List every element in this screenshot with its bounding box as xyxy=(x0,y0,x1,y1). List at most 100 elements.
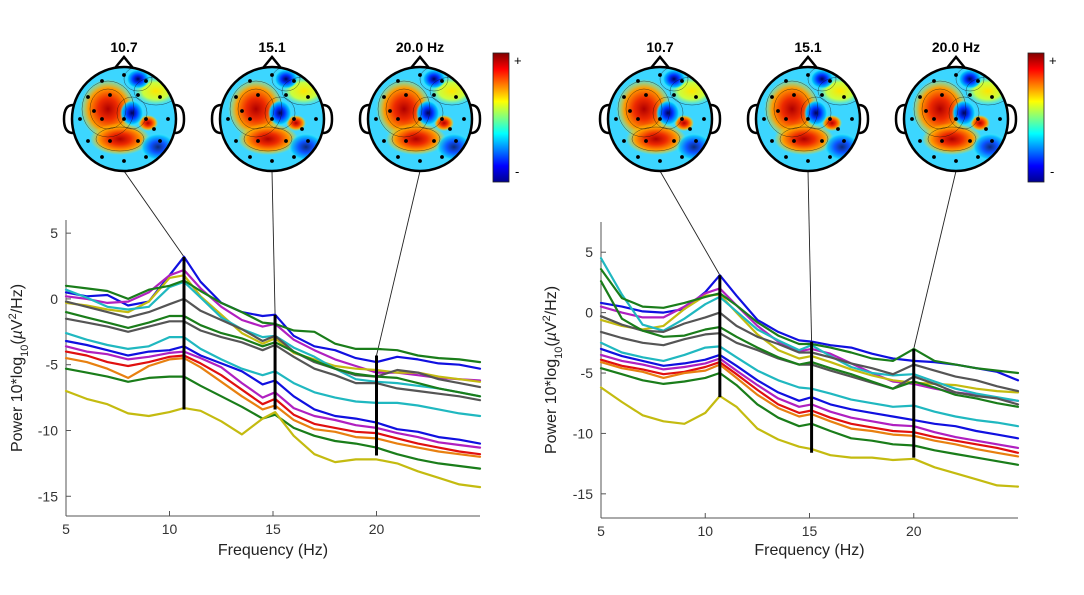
electrode xyxy=(248,155,252,159)
electrode xyxy=(382,139,386,143)
electrode xyxy=(152,127,156,131)
right-ear xyxy=(174,103,186,135)
electrode xyxy=(122,117,126,121)
colorbar xyxy=(1027,52,1045,183)
right-connectors xyxy=(659,170,957,349)
right-ear xyxy=(858,103,870,135)
colorbar xyxy=(492,52,510,183)
nose xyxy=(650,55,670,69)
y-tick-label: -5 xyxy=(581,365,594,381)
connector-line-3 xyxy=(376,170,421,356)
series-line-6 xyxy=(64,279,482,364)
electrode xyxy=(954,73,958,77)
electrode xyxy=(300,127,304,131)
nose xyxy=(410,55,430,69)
connector-line-1 xyxy=(123,170,185,258)
electrode xyxy=(270,117,274,121)
series-line-5 xyxy=(599,311,1020,393)
electrode xyxy=(454,139,458,143)
electrode xyxy=(680,79,684,83)
series-line-10 xyxy=(599,347,1020,440)
right-scalp-maps: 10.7 15.1 20.0 Hz xyxy=(598,39,1018,173)
x-tick-label: 20 xyxy=(369,521,385,537)
series-line-7 xyxy=(599,330,1020,406)
series-line-8 xyxy=(599,280,1020,408)
y-tick-label: 0 xyxy=(50,291,58,307)
electrode xyxy=(940,139,944,143)
electrode xyxy=(382,95,386,99)
electrode xyxy=(226,117,230,121)
electrode xyxy=(136,93,140,97)
series-line-7 xyxy=(64,317,482,402)
left-connectors xyxy=(123,170,421,356)
electrode xyxy=(92,109,96,113)
electrode xyxy=(440,79,444,83)
series-line-9 xyxy=(64,332,482,418)
series-line-10 xyxy=(64,339,482,445)
electrode xyxy=(240,109,244,113)
electrode xyxy=(636,155,640,159)
electrode xyxy=(614,117,618,121)
left-ear xyxy=(598,103,610,135)
electrode xyxy=(108,93,112,97)
nose xyxy=(114,55,134,69)
electrode xyxy=(842,95,846,99)
scalp-map-label: 10.7 xyxy=(110,39,137,55)
electrode xyxy=(144,117,148,121)
electrode xyxy=(792,139,796,143)
x-tick-label: 15 xyxy=(802,523,818,539)
electrode xyxy=(432,93,436,97)
electrode xyxy=(404,139,408,143)
electrode xyxy=(770,95,774,99)
series-line-14 xyxy=(599,367,1020,466)
x-tick-label: 20 xyxy=(906,523,922,539)
y-tick-label: -15 xyxy=(38,488,58,504)
electrode xyxy=(100,79,104,83)
electrode xyxy=(968,139,972,143)
electrode xyxy=(976,79,980,83)
right-axes: 5 10 15 20 -15 -10 -5 0 5 Frequency (Hz) Power 10*… xyxy=(541,222,1020,559)
electrode xyxy=(292,79,296,83)
electrode xyxy=(806,117,810,121)
electrode xyxy=(256,93,260,97)
electrode xyxy=(418,73,422,77)
scalp-map-label: 15.1 xyxy=(258,39,285,55)
electrode xyxy=(976,117,980,121)
electrode xyxy=(658,117,662,121)
left-scalp-maps: 10.7 15.1 20.0 Hz xyxy=(62,39,482,173)
electrode xyxy=(234,139,238,143)
series-line-12 xyxy=(599,358,1020,454)
electrode xyxy=(628,109,632,113)
electrode xyxy=(256,139,260,143)
electrode xyxy=(984,127,988,131)
electrode xyxy=(954,159,958,163)
x-tick-label: 5 xyxy=(597,523,605,539)
electrode xyxy=(86,139,90,143)
right-ear xyxy=(710,103,722,135)
nose xyxy=(262,55,282,69)
colorbar-max-label: + xyxy=(514,53,522,68)
electrode xyxy=(292,117,296,121)
series-line-12 xyxy=(64,350,482,456)
left-ear xyxy=(358,103,370,135)
nose xyxy=(798,55,818,69)
series-line-9 xyxy=(599,341,1020,428)
y-axis-label: Power 10*log10(µV2/Hz) xyxy=(541,286,565,454)
electrode xyxy=(658,159,662,163)
electrode xyxy=(990,95,994,99)
right-panel: 5 10 15 20 -15 -10 -5 0 5 Frequency (Hz) Power 10*… xyxy=(541,39,1057,559)
electrode xyxy=(644,93,648,97)
electrode xyxy=(836,127,840,131)
electrode xyxy=(828,79,832,83)
scalp-map-2: 15.1 xyxy=(210,39,334,173)
electrode xyxy=(820,139,824,143)
electrode xyxy=(784,117,788,121)
electrode xyxy=(954,117,958,121)
electrode xyxy=(806,159,810,163)
colorbar-max-label: + xyxy=(1049,53,1057,68)
electrode xyxy=(828,155,832,159)
x-axis-label: Frequency (Hz) xyxy=(218,542,328,559)
x-tick-label: 15 xyxy=(265,521,281,537)
electrode xyxy=(306,139,310,143)
head-outline xyxy=(902,65,1010,173)
